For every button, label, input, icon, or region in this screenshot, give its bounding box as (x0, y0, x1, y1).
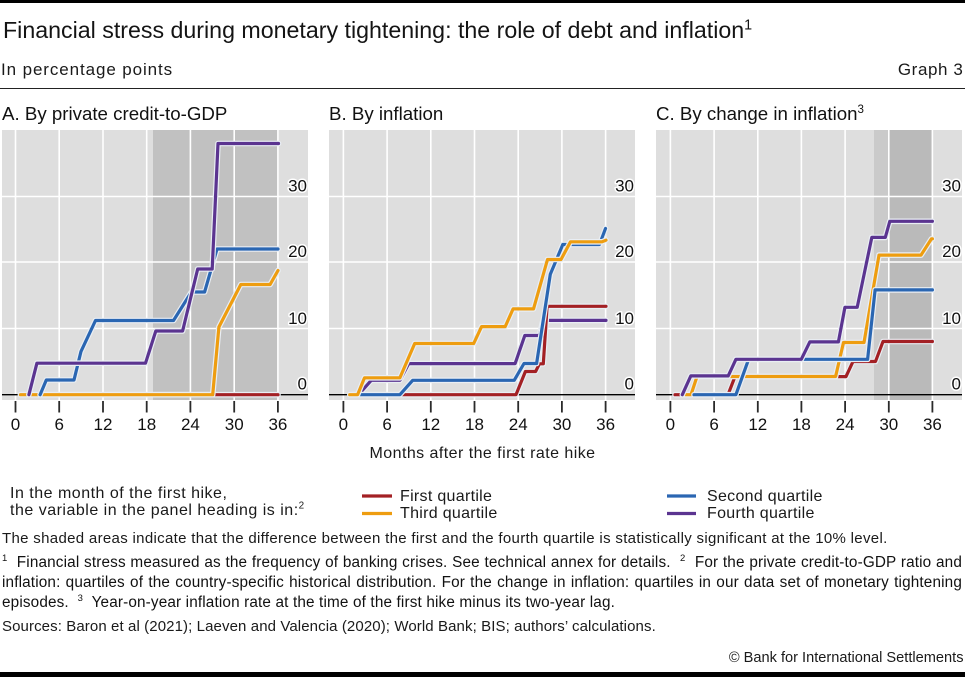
svg-text:12: 12 (421, 415, 440, 434)
svg-text:6: 6 (54, 415, 63, 434)
svg-text:30: 30 (552, 415, 571, 434)
svg-text:10: 10 (942, 309, 961, 328)
svg-text:30: 30 (942, 177, 961, 196)
svg-text:36: 36 (596, 415, 615, 434)
svg-text:24: 24 (509, 415, 528, 434)
svg-text:18: 18 (465, 415, 484, 434)
svg-text:0: 0 (11, 415, 20, 434)
svg-text:30: 30 (615, 177, 634, 196)
svg-text:24: 24 (836, 415, 855, 434)
svg-text:0: 0 (625, 375, 634, 394)
svg-text:24: 24 (181, 415, 200, 434)
svg-text:20: 20 (615, 242, 634, 261)
svg-text:0: 0 (952, 375, 961, 394)
svg-text:30: 30 (288, 177, 307, 196)
svg-text:10: 10 (288, 309, 307, 328)
svg-text:0: 0 (339, 415, 348, 434)
svg-text:6: 6 (709, 415, 718, 434)
svg-text:18: 18 (792, 415, 811, 434)
svg-text:0: 0 (298, 375, 307, 394)
svg-text:30: 30 (225, 415, 244, 434)
svg-text:0: 0 (666, 415, 675, 434)
svg-text:12: 12 (748, 415, 767, 434)
svg-text:12: 12 (94, 415, 113, 434)
svg-text:36: 36 (268, 415, 287, 434)
svg-text:36: 36 (923, 415, 942, 434)
svg-text:6: 6 (382, 415, 391, 434)
svg-text:10: 10 (615, 309, 634, 328)
svg-text:18: 18 (137, 415, 156, 434)
svg-text:20: 20 (942, 242, 961, 261)
svg-text:20: 20 (288, 242, 307, 261)
svg-text:30: 30 (879, 415, 898, 434)
